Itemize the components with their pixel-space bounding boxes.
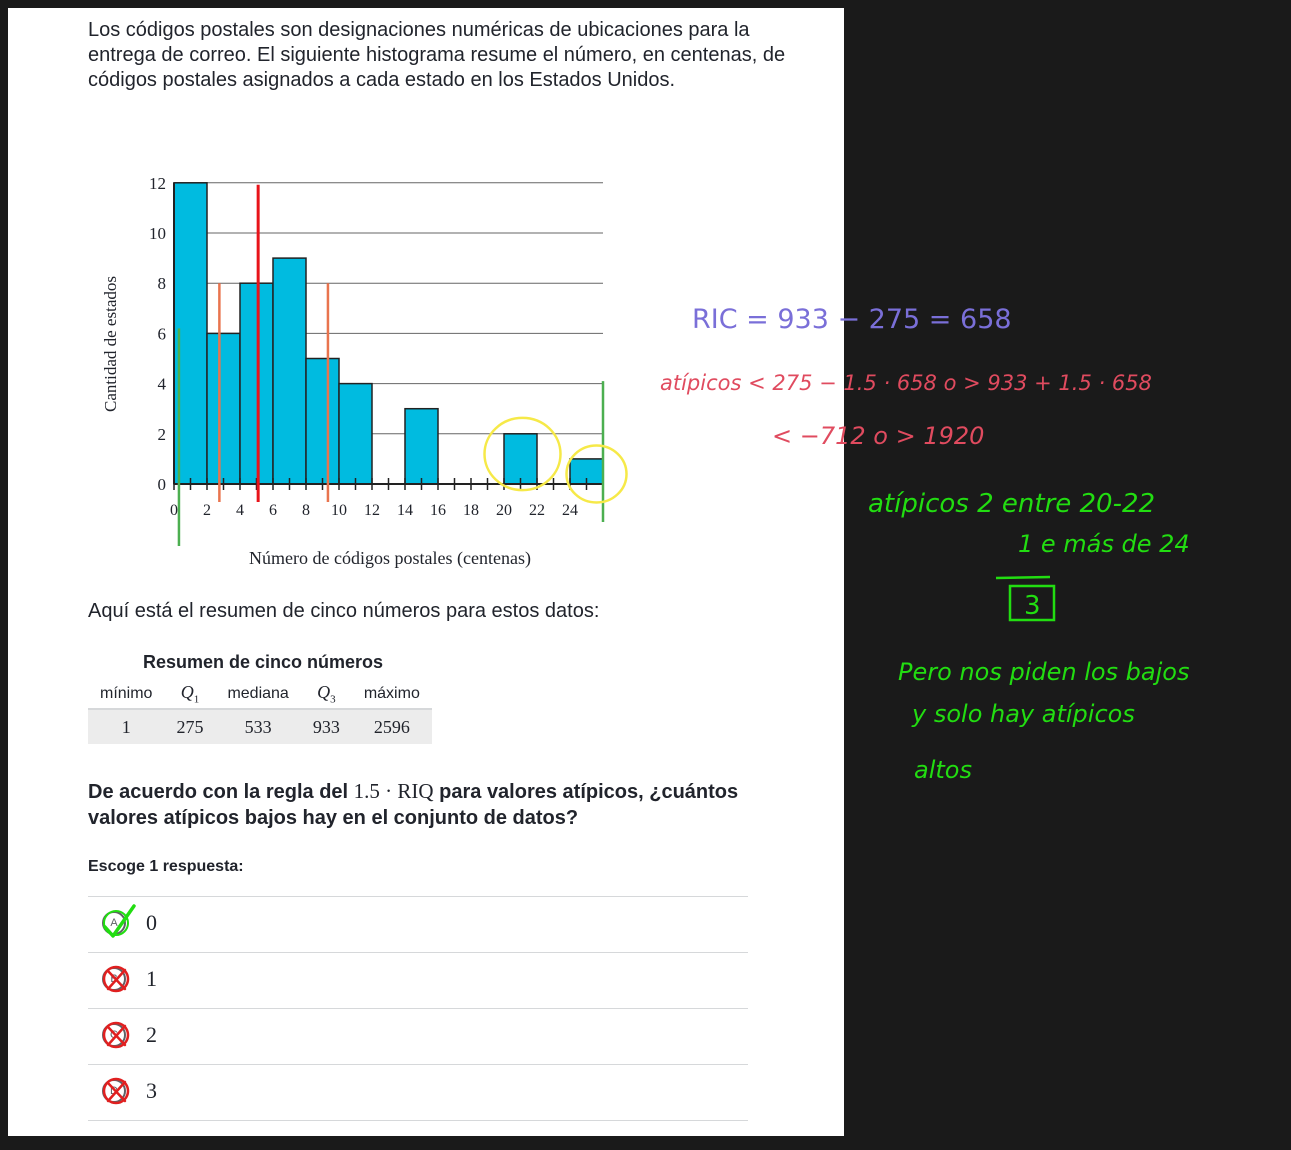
header-min: mínimo: [88, 680, 165, 710]
histogram-bar: [239, 282, 274, 485]
note-conclusion-2: y solo hay atípicos: [911, 700, 1135, 728]
choice-label-c: 2: [146, 1022, 157, 1047]
check-icon: [103, 904, 136, 938]
note-conclusion-1: Pero nos piden los bajos: [898, 658, 1189, 686]
cross-icon: [102, 1077, 130, 1105]
y-tick-label: 0: [158, 475, 167, 494]
histogram-bar: [305, 357, 340, 485]
question-math: 1.5 · RIQ: [353, 779, 434, 803]
y-tick-label: 8: [158, 274, 167, 293]
header-q3: Q3: [300, 680, 352, 710]
x-tick-label: 16: [430, 502, 446, 519]
choice-c[interactable]: C 2: [88, 1009, 748, 1065]
five-number-table: mínimo Q1 mediana Q3 máximo 1 275 533 93…: [88, 680, 432, 744]
x-tick-label: 4: [236, 502, 244, 519]
answer-choices: A 0 B 1 C 2 D: [88, 896, 748, 1121]
choice-b[interactable]: B 1: [88, 953, 748, 1009]
exercise-card: Los códigos postales son designaciones n…: [8, 8, 844, 1136]
value-q1: 275: [164, 709, 216, 744]
header-q1: Q1: [164, 680, 216, 710]
answer-overline: [995, 575, 1051, 580]
question-after: para valores atípicos, ¿cuántos valores …: [88, 781, 739, 829]
choose-label: Escoge 1 respuesta:: [88, 858, 244, 875]
choice-label-b: 1: [146, 966, 157, 991]
choice-label-d: 3: [146, 1078, 157, 1103]
header-median: mediana: [215, 680, 301, 710]
x-tick-label: 0: [170, 502, 178, 519]
value-min: 1: [88, 709, 165, 744]
question-before: De acuerdo con la regla del: [88, 781, 354, 803]
choice-label-a: 0: [146, 910, 157, 935]
x-tick-label: 18: [463, 502, 479, 519]
histogram-bar: [272, 257, 307, 485]
x-tick-label: 10: [331, 502, 347, 519]
value-median: 533: [215, 709, 301, 744]
cross-icon: [102, 1021, 130, 1049]
x-tick-label: 20: [496, 502, 512, 519]
answer-box: [1008, 584, 1056, 622]
y-tick-label: 2: [158, 425, 167, 444]
outlier-circle: [483, 416, 562, 492]
x-axis-label: Número de códigos postales (centenas): [249, 548, 531, 569]
table-caption: Resumen de cinco números: [143, 652, 384, 672]
choice-d[interactable]: D 3: [88, 1065, 748, 1121]
cross-icon: [102, 965, 130, 993]
intro-text: Los códigos postales son designaciones n…: [88, 19, 786, 91]
y-tick-label: 12: [149, 174, 166, 193]
choice-a[interactable]: A 0: [88, 897, 748, 953]
y-tick-label: 10: [149, 224, 166, 243]
question-text: De acuerdo con la regla del 1.5 · RIQ pa…: [88, 778, 748, 831]
value-max: 2596: [351, 709, 432, 744]
histogram-bar: [503, 433, 538, 485]
outlier-circle: [565, 444, 628, 504]
note-count-2: 1 e más de 24: [1018, 530, 1190, 558]
x-tick-label: 12: [364, 502, 380, 519]
x-tick-label: 8: [302, 502, 310, 519]
y-tick-label: 6: [158, 324, 167, 343]
y-tick-label: 4: [158, 375, 167, 394]
header-max: máximo: [351, 680, 432, 710]
note-conclusion-3: altos: [914, 756, 972, 784]
x-tick-label: 2: [203, 502, 211, 519]
note-count-1: atípicos 2 entre 20-22: [868, 489, 1155, 519]
y-axis-label: Cantidad de estados: [101, 276, 120, 412]
x-tick-label: 22: [529, 502, 545, 519]
x-tick-label: 6: [269, 502, 277, 519]
summary-text: Aquí está el resumen de cinco números pa…: [88, 600, 600, 622]
x-tick-label: 24: [562, 502, 578, 519]
x-tick-label: 14: [397, 502, 413, 519]
histogram-bar: [404, 407, 439, 485]
histogram-bar: [338, 382, 373, 485]
note-boxed-answer: 3: [1024, 591, 1041, 621]
histogram-bar: [206, 332, 241, 485]
value-q3: 933: [300, 709, 352, 744]
